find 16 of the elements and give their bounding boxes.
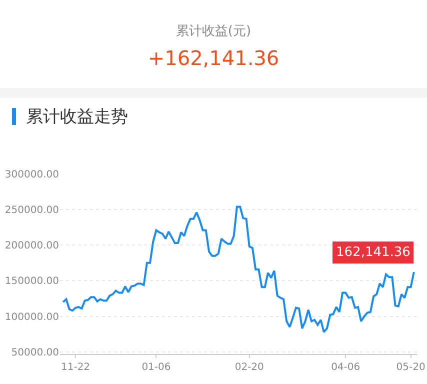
y-tick-label: 250000.00	[4, 205, 59, 216]
text: +162,141.36	[146, 46, 280, 70]
y-tick-label: 100000.00	[4, 312, 59, 323]
annotation: 162,141.36	[336, 245, 410, 260]
x-tick-label: 04-06	[331, 362, 360, 373]
x-tick-label: 11-22	[60, 362, 90, 373]
x-tick-label: 02-20	[234, 362, 264, 373]
y-tick-label: 300000.00	[4, 170, 59, 180]
y-tick-label: 50000.00	[11, 347, 59, 358]
x-tick-label: 05-20	[396, 362, 426, 373]
x-tick-label: 01-06	[142, 362, 171, 373]
y-tick-label: 150000.00	[4, 276, 59, 288]
chart-title: 累计收益走势	[26, 106, 128, 128]
line-series	[62, 206, 415, 333]
y-tick-label: 200000.00	[4, 240, 59, 252]
text: 累计收益(元)	[174, 23, 252, 40]
